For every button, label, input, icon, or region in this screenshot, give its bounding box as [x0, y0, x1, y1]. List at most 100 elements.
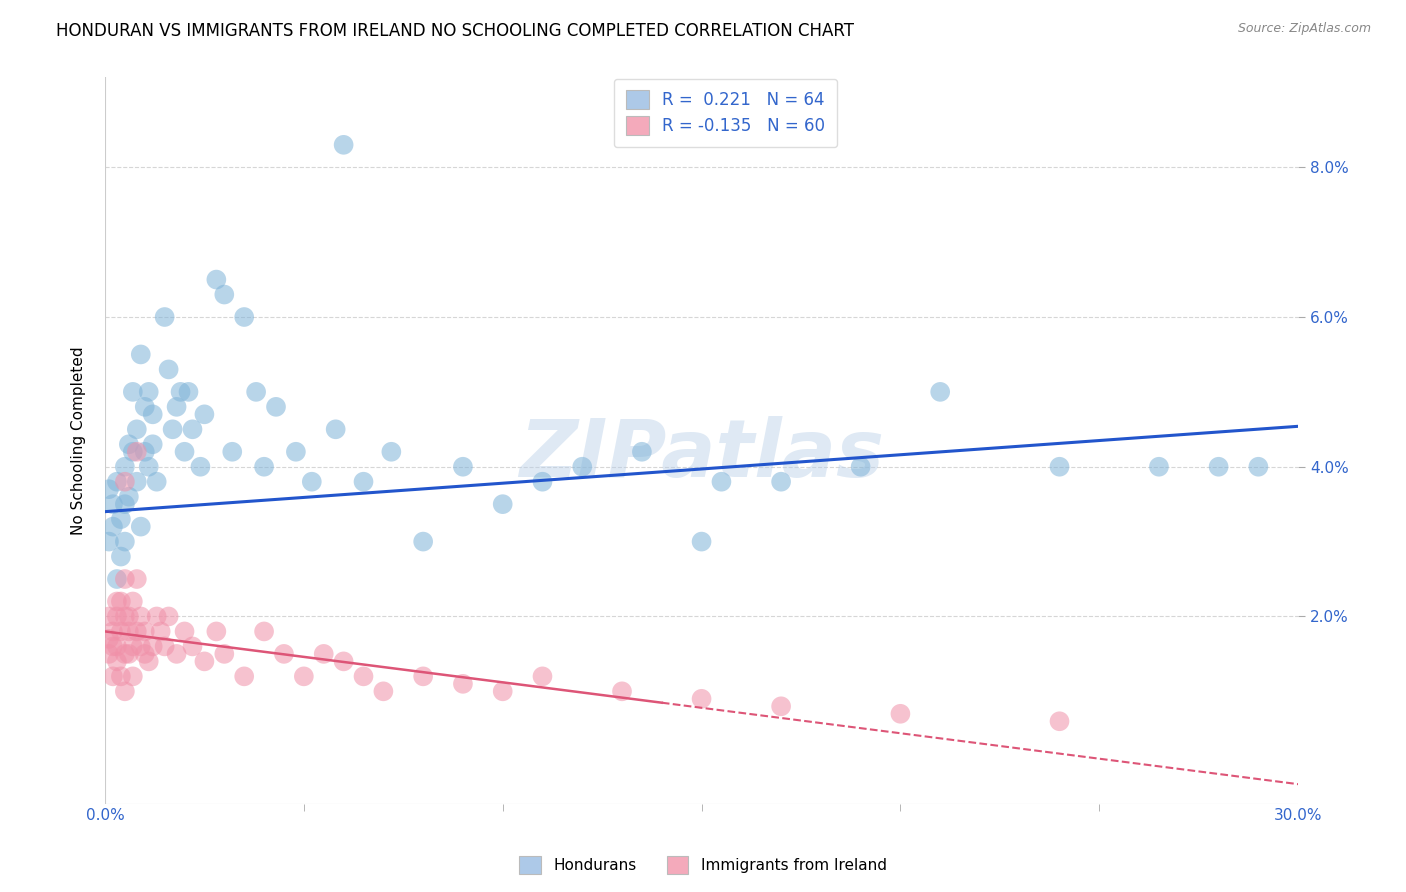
Point: [110, 669, 132, 683]
Point: [145, 475, 167, 489]
Point: [114, 647, 136, 661]
Legend: R =  0.221   N = 64, R = -0.135   N = 60: R = 0.221 N = 64, R = -0.135 N = 60: [614, 78, 837, 147]
Point: [710, 475, 733, 489]
Point: [157, 362, 180, 376]
Point: [105, 572, 128, 586]
Y-axis label: No Schooling Completed: No Schooling Completed: [72, 346, 86, 535]
Point: [118, 647, 141, 661]
Point: [631, 444, 654, 458]
Point: [690, 691, 713, 706]
Point: [105, 654, 128, 668]
Point: [149, 624, 172, 639]
Point: [138, 459, 160, 474]
Point: [121, 640, 143, 654]
Point: [142, 407, 165, 421]
Point: [114, 475, 136, 489]
Point: [849, 459, 872, 474]
Point: [233, 669, 256, 683]
Point: [105, 594, 128, 608]
Point: [1147, 459, 1170, 474]
Point: [98, 534, 121, 549]
Point: [531, 669, 554, 683]
Point: [166, 400, 188, 414]
Point: [273, 647, 295, 661]
Point: [121, 384, 143, 399]
Point: [193, 654, 215, 668]
Point: [929, 384, 952, 399]
Text: ZIPatlas: ZIPatlas: [519, 416, 884, 494]
Point: [253, 459, 276, 474]
Point: [245, 384, 267, 399]
Point: [134, 647, 156, 661]
Point: [121, 444, 143, 458]
Point: [98, 632, 121, 646]
Point: [173, 624, 195, 639]
Point: [492, 684, 515, 698]
Point: [264, 400, 287, 414]
Point: [105, 475, 128, 489]
Point: [125, 422, 148, 436]
Point: [353, 669, 375, 683]
Point: [142, 640, 165, 654]
Point: [110, 549, 132, 564]
Point: [253, 624, 276, 639]
Point: [101, 624, 124, 639]
Point: [571, 459, 593, 474]
Text: Source: ZipAtlas.com: Source: ZipAtlas.com: [1237, 22, 1371, 36]
Point: [110, 594, 132, 608]
Point: [114, 534, 136, 549]
Point: [138, 384, 160, 399]
Point: [205, 272, 228, 286]
Point: [114, 609, 136, 624]
Legend: Hondurans, Immigrants from Ireland: Hondurans, Immigrants from Ireland: [513, 850, 893, 880]
Point: [114, 684, 136, 698]
Point: [105, 609, 128, 624]
Point: [110, 624, 132, 639]
Point: [492, 497, 515, 511]
Point: [312, 647, 335, 661]
Point: [101, 640, 124, 654]
Point: [114, 459, 136, 474]
Point: [101, 669, 124, 683]
Point: [610, 684, 633, 698]
Point: [101, 519, 124, 533]
Point: [169, 384, 191, 399]
Point: [889, 706, 911, 721]
Point: [205, 624, 228, 639]
Point: [770, 699, 793, 714]
Point: [98, 647, 121, 661]
Point: [105, 640, 128, 654]
Point: [153, 310, 176, 324]
Point: [114, 572, 136, 586]
Point: [98, 609, 121, 624]
Point: [145, 609, 167, 624]
Point: [118, 437, 141, 451]
Point: [221, 444, 243, 458]
Point: [125, 624, 148, 639]
Point: [118, 624, 141, 639]
Point: [134, 624, 156, 639]
Point: [129, 640, 152, 654]
Point: [129, 609, 152, 624]
Point: [125, 475, 148, 489]
Point: [118, 490, 141, 504]
Point: [353, 475, 375, 489]
Point: [214, 647, 236, 661]
Point: [193, 407, 215, 421]
Point: [121, 669, 143, 683]
Point: [412, 534, 434, 549]
Point: [114, 497, 136, 511]
Point: [134, 444, 156, 458]
Point: [1049, 714, 1071, 729]
Point: [181, 640, 204, 654]
Point: [121, 594, 143, 608]
Point: [332, 654, 354, 668]
Point: [177, 384, 200, 399]
Point: [166, 647, 188, 661]
Point: [98, 482, 121, 496]
Point: [181, 422, 204, 436]
Point: [451, 677, 474, 691]
Point: [301, 475, 323, 489]
Point: [770, 475, 793, 489]
Point: [412, 669, 434, 683]
